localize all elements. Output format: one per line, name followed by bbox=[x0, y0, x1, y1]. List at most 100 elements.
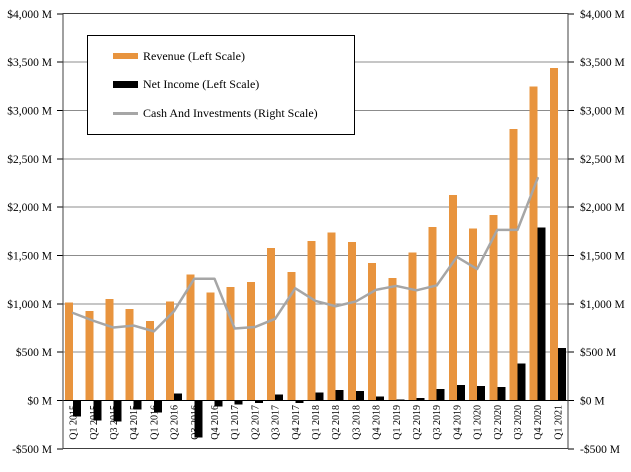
y-axis-left-tick-label: $1,000 M bbox=[7, 298, 52, 311]
revenue-bar bbox=[267, 247, 276, 401]
revenue-swatch-icon bbox=[113, 53, 138, 60]
cash-swatch-icon bbox=[113, 112, 138, 116]
x-axis-tick-label: Q2 2019 bbox=[412, 405, 423, 440]
x-axis-tick-label: Q2 2016 bbox=[170, 405, 181, 440]
legend-label-net-income: Net Income (Left Scale) bbox=[143, 77, 260, 92]
net-income-bar bbox=[93, 400, 102, 421]
x-axis-tick-label: Q1 2018 bbox=[311, 405, 322, 440]
net-income-bar bbox=[234, 400, 243, 405]
legend-item-revenue: Revenue (Left Scale) bbox=[88, 49, 354, 64]
revenue-bar bbox=[489, 214, 498, 401]
x-axis-tick-label: Q1 2020 bbox=[473, 405, 484, 440]
revenue-bar bbox=[469, 228, 478, 401]
revenue-bar bbox=[529, 86, 538, 401]
revenue-bar bbox=[206, 292, 215, 401]
net-income-bar bbox=[537, 227, 546, 401]
net-income-bar bbox=[73, 400, 82, 417]
revenue-bar bbox=[307, 241, 316, 401]
legend-item-cash: Cash And Investments (Right Scale) bbox=[88, 106, 354, 121]
net-income-bar bbox=[376, 396, 385, 401]
net-income-bar bbox=[456, 385, 465, 401]
net-income-bar bbox=[436, 388, 445, 401]
x-axis-tick-label: Q1 2021 bbox=[553, 405, 564, 440]
net-income-bar bbox=[133, 400, 142, 410]
net-income-bar bbox=[194, 400, 203, 438]
y-axis-right-tick-label: $1,500 M bbox=[580, 250, 625, 263]
y-axis-right-tick-label: $1,000 M bbox=[580, 298, 625, 311]
y-axis-left-tick-label: $1,500 M bbox=[7, 250, 52, 263]
revenue-bar bbox=[347, 241, 356, 401]
y-axis-right-tick-label: $500 M bbox=[580, 346, 616, 359]
y-axis-right-tick-label: $4,000 M bbox=[580, 8, 625, 21]
net-income-bar bbox=[416, 398, 425, 401]
revenue-bar bbox=[509, 128, 518, 401]
x-axis-tick-label: Q3 2017 bbox=[271, 405, 282, 440]
revenue-bar bbox=[166, 301, 175, 401]
net-income-swatch-icon bbox=[113, 81, 138, 89]
x-axis-tick-label: Q3 2019 bbox=[432, 405, 443, 440]
revenue-bar bbox=[145, 320, 154, 401]
x-axis-tick-label: Q1 2015 bbox=[69, 405, 80, 440]
net-income-bar bbox=[113, 400, 122, 422]
revenue-bar bbox=[246, 282, 255, 401]
x-axis-tick-label: Q4 2016 bbox=[210, 405, 221, 440]
cash-investments-line bbox=[71, 176, 539, 333]
net-income-bar bbox=[254, 400, 263, 403]
revenue-bar bbox=[186, 274, 195, 401]
revenue-bar bbox=[408, 252, 417, 401]
y-axis-left-tick-label: $0 M bbox=[27, 395, 52, 408]
x-axis-tick-label: Q3 2018 bbox=[351, 405, 362, 440]
net-income-bar bbox=[315, 392, 324, 401]
net-income-bar bbox=[335, 389, 344, 401]
x-axis-tick-label: Q4 2017 bbox=[291, 405, 302, 440]
y-axis-right-tick-label: $3,000 M bbox=[580, 105, 625, 118]
net-income-bar bbox=[275, 394, 284, 401]
chart-legend: Revenue (Left Scale) Net Income (Left Sc… bbox=[87, 35, 355, 135]
net-income-bar bbox=[355, 390, 364, 401]
legend-item-net-income: Net Income (Left Scale) bbox=[88, 77, 354, 92]
y-axis-left-tick-label: $4,000 M bbox=[7, 8, 52, 21]
y-axis-right-tick-label: -$500 M bbox=[580, 443, 620, 456]
y-axis-left-tick-label: $500 M bbox=[16, 346, 52, 359]
x-axis-tick-label: Q4 2015 bbox=[129, 405, 140, 440]
y-axis-right-tick-label: $2,500 M bbox=[580, 153, 625, 166]
y-axis-left-tick-label: $3,500 M bbox=[7, 56, 52, 69]
x-axis-tick-label: Q2 2017 bbox=[250, 405, 261, 440]
revenue-bar bbox=[105, 299, 114, 401]
revenue-bar bbox=[125, 309, 134, 401]
net-income-bar bbox=[517, 363, 526, 401]
revenue-bar bbox=[428, 226, 437, 401]
x-axis-tick-label: Q3 2016 bbox=[190, 405, 201, 440]
revenue-bar bbox=[368, 263, 377, 401]
y-axis-right-tick-label: $3,500 M bbox=[580, 56, 625, 69]
y-axis-right-tick-label: $2,000 M bbox=[580, 201, 625, 214]
x-axis-tick-label: Q4 2020 bbox=[533, 405, 544, 440]
revenue-bar bbox=[65, 302, 74, 401]
net-income-bar bbox=[497, 386, 506, 401]
revenue-bar bbox=[549, 67, 558, 401]
legend-label-revenue: Revenue (Left Scale) bbox=[143, 48, 245, 63]
x-axis-tick-label: Q2 2015 bbox=[89, 405, 100, 440]
revenue-bar bbox=[448, 195, 457, 401]
revenue-bar bbox=[327, 232, 336, 401]
x-axis-tick-label: Q2 2020 bbox=[493, 405, 504, 440]
net-income-bar bbox=[557, 347, 566, 401]
revenue-bar bbox=[226, 286, 235, 401]
x-axis-tick-label: Q4 2019 bbox=[452, 405, 463, 440]
revenue-bar bbox=[85, 311, 94, 401]
y-axis-left-tick-label: $2,500 M bbox=[7, 153, 52, 166]
y-axis-right-tick-label: $0 M bbox=[580, 395, 605, 408]
net-income-bar bbox=[295, 400, 304, 403]
net-income-bar bbox=[174, 393, 183, 401]
x-axis-tick-label: Q3 2015 bbox=[109, 405, 120, 440]
x-axis-tick-label: Q2 2018 bbox=[331, 405, 342, 440]
legend-label-cash: Cash And Investments (Right Scale) bbox=[143, 106, 318, 121]
net-income-bar bbox=[214, 400, 223, 407]
revenue-bar bbox=[287, 271, 296, 401]
x-axis-tick-label: Q3 2020 bbox=[513, 405, 524, 440]
x-axis-tick-label: Q4 2018 bbox=[372, 405, 383, 440]
x-axis-tick-label: Q1 2016 bbox=[149, 405, 160, 440]
x-axis-tick-label: Q1 2017 bbox=[230, 405, 241, 440]
